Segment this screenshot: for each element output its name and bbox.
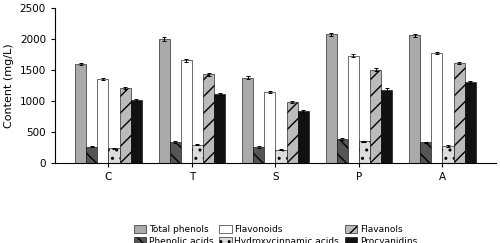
Bar xyxy=(454,63,464,163)
Bar xyxy=(181,60,192,163)
Bar xyxy=(242,78,253,163)
Bar xyxy=(432,53,442,163)
Bar xyxy=(86,147,98,163)
Bar xyxy=(158,39,170,163)
Bar xyxy=(348,56,359,163)
Bar xyxy=(359,141,370,163)
Bar xyxy=(130,100,142,163)
Bar xyxy=(120,88,130,163)
Y-axis label: Content (mg/L): Content (mg/L) xyxy=(4,43,14,128)
Bar xyxy=(253,147,264,163)
Bar xyxy=(170,142,181,163)
Bar xyxy=(203,74,214,163)
Bar xyxy=(336,139,348,163)
Bar xyxy=(286,102,298,163)
Bar xyxy=(75,64,86,163)
Bar xyxy=(192,145,203,163)
Bar xyxy=(326,35,336,163)
Bar xyxy=(98,79,108,163)
Bar xyxy=(442,146,454,163)
Bar xyxy=(298,112,309,163)
Bar xyxy=(381,89,392,163)
Bar xyxy=(464,82,476,163)
Bar xyxy=(420,142,432,163)
Bar xyxy=(276,150,286,163)
Bar xyxy=(264,92,276,163)
Legend: Total phenols, Phenolic acids, Flavonoids, Hydroxycinnamic acids, Flavanols, Pro: Total phenols, Phenolic acids, Flavonoid… xyxy=(130,221,421,243)
Bar xyxy=(214,94,226,163)
Bar xyxy=(108,148,120,163)
Bar xyxy=(370,70,381,163)
Bar xyxy=(409,35,420,163)
